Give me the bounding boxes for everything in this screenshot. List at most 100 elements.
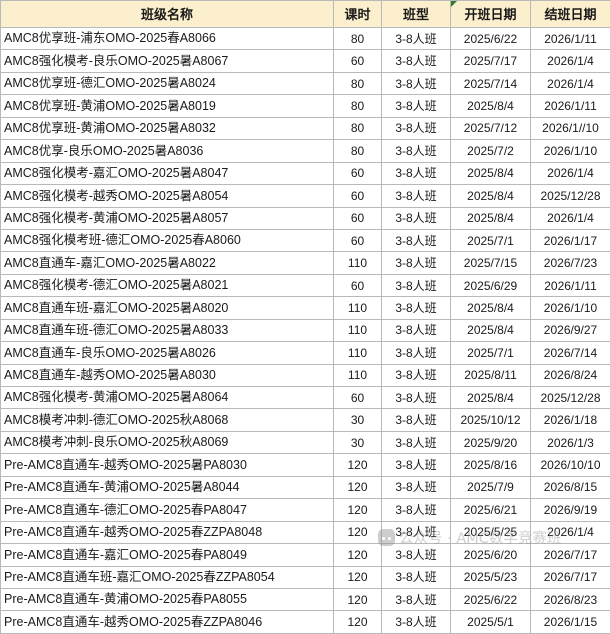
cell-hours: 120	[334, 588, 382, 610]
column-header-label: 班级名称	[141, 7, 193, 22]
table-header: 班级名称课时班型开班日期结班日期	[1, 1, 610, 28]
cell-type: 3-8人班	[382, 72, 451, 94]
cell-type: 3-8人班	[382, 544, 451, 566]
cell-start: 2025/7/14	[451, 72, 531, 94]
cell-end: 2026/1/3	[531, 431, 610, 453]
cell-end: 2026/9/27	[531, 319, 610, 341]
cell-type: 3-8人班	[382, 588, 451, 610]
cell-type: 3-8人班	[382, 342, 451, 364]
cell-start: 2025/7/12	[451, 117, 531, 139]
cell-hours: 110	[334, 319, 382, 341]
cell-start: 2025/8/4	[451, 162, 531, 184]
column-header-name: 班级名称	[1, 1, 334, 28]
cell-end: 2026/8/15	[531, 476, 610, 498]
cell-type: 3-8人班	[382, 229, 451, 251]
cell-end: 2026/1/4	[531, 72, 610, 94]
cell-end: 2026/1/10	[531, 297, 610, 319]
cell-hours: 120	[334, 476, 382, 498]
cell-hours: 80	[334, 117, 382, 139]
cell-type: 3-8人班	[382, 364, 451, 386]
cell-end: 2026/1/4	[531, 162, 610, 184]
cell-hours: 120	[334, 521, 382, 543]
cell-end: 2026/8/23	[531, 588, 610, 610]
cell-hours: 120	[334, 499, 382, 521]
cell-hours: 80	[334, 72, 382, 94]
cell-comment-flag-icon	[451, 1, 457, 7]
cell-name: AMC8优享班-德汇OMO-2025暑A8024	[1, 72, 334, 94]
cell-name: AMC8强化模考-良乐OMO-2025暑A8067	[1, 50, 334, 72]
cell-start: 2025/6/21	[451, 499, 531, 521]
cell-hours: 120	[334, 544, 382, 566]
cell-end: 2026/7/23	[531, 252, 610, 274]
cell-end: 2026/1/11	[531, 28, 610, 50]
cell-name: AMC8强化模考-黄浦OMO-2025暑A8057	[1, 207, 334, 229]
cell-type: 3-8人班	[382, 499, 451, 521]
cell-name: Pre-AMC8直通车-越秀OMO-2025暑PA8030	[1, 454, 334, 476]
cell-end: 2026/1/4	[531, 521, 610, 543]
cell-type: 3-8人班	[382, 387, 451, 409]
cell-start: 2025/8/4	[451, 95, 531, 117]
cell-start: 2025/7/1	[451, 342, 531, 364]
cell-hours: 60	[334, 185, 382, 207]
cell-hours: 30	[334, 409, 382, 431]
cell-name: AMC8优享班-黄浦OMO-2025暑A8019	[1, 95, 334, 117]
cell-hours: 30	[334, 431, 382, 453]
cell-type: 3-8人班	[382, 162, 451, 184]
cell-name: AMC8优享班-浦东OMO-2025春A8066	[1, 28, 334, 50]
cell-name: AMC8优享班-黄浦OMO-2025暑A8032	[1, 117, 334, 139]
cell-start: 2025/7/1	[451, 229, 531, 251]
cell-end: 2026/1/15	[531, 611, 610, 633]
cell-start: 2025/8/16	[451, 454, 531, 476]
cell-end: 2026/7/17	[531, 566, 610, 588]
cell-type: 3-8人班	[382, 140, 451, 162]
cell-type: 3-8人班	[382, 476, 451, 498]
cell-type: 3-8人班	[382, 274, 451, 296]
cell-hours: 110	[334, 364, 382, 386]
cell-name: AMC8模考冲刺-德汇OMO-2025秋A8068	[1, 409, 334, 431]
cell-name: AMC8强化模考-越秀OMO-2025暑A8054	[1, 185, 334, 207]
cell-start: 2025/8/4	[451, 207, 531, 229]
cell-type: 3-8人班	[382, 409, 451, 431]
cell-hours: 110	[334, 342, 382, 364]
cell-name: Pre-AMC8直通车班-嘉汇OMO-2025春ZZPA8054	[1, 566, 334, 588]
cell-hours: 60	[334, 229, 382, 251]
cell-hours: 120	[334, 454, 382, 476]
column-header-hours: 课时	[334, 1, 382, 28]
cell-type: 3-8人班	[382, 566, 451, 588]
cell-type: 3-8人班	[382, 117, 451, 139]
cell-end: 2026/1/10	[531, 140, 610, 162]
cell-end: 2025/12/28	[531, 185, 610, 207]
cell-start: 2025/8/4	[451, 185, 531, 207]
column-header-end: 结班日期	[531, 1, 610, 28]
cell-type: 3-8人班	[382, 95, 451, 117]
cell-start: 2025/8/4	[451, 387, 531, 409]
cell-type: 3-8人班	[382, 521, 451, 543]
cell-name: AMC8强化模考班-德汇OMO-2025春A8060	[1, 229, 334, 251]
cell-end: 2026/10/10	[531, 454, 610, 476]
cell-start: 2025/7/9	[451, 476, 531, 498]
cell-name: Pre-AMC8直通车-越秀OMO-2025春ZZPA8046	[1, 611, 334, 633]
cell-name: AMC8强化模考-黄浦OMO-2025暑A8064	[1, 387, 334, 409]
cell-name: Pre-AMC8直通车-嘉汇OMO-2025春PA8049	[1, 544, 334, 566]
cell-start: 2025/6/20	[451, 544, 531, 566]
column-header-label: 课时	[344, 7, 370, 22]
cell-end: 2026/9/19	[531, 499, 610, 521]
cell-name: AMC8强化模考-德汇OMO-2025暑A8021	[1, 274, 334, 296]
cell-start: 2025/6/22	[451, 28, 531, 50]
column-header-label: 开班日期	[464, 7, 516, 22]
